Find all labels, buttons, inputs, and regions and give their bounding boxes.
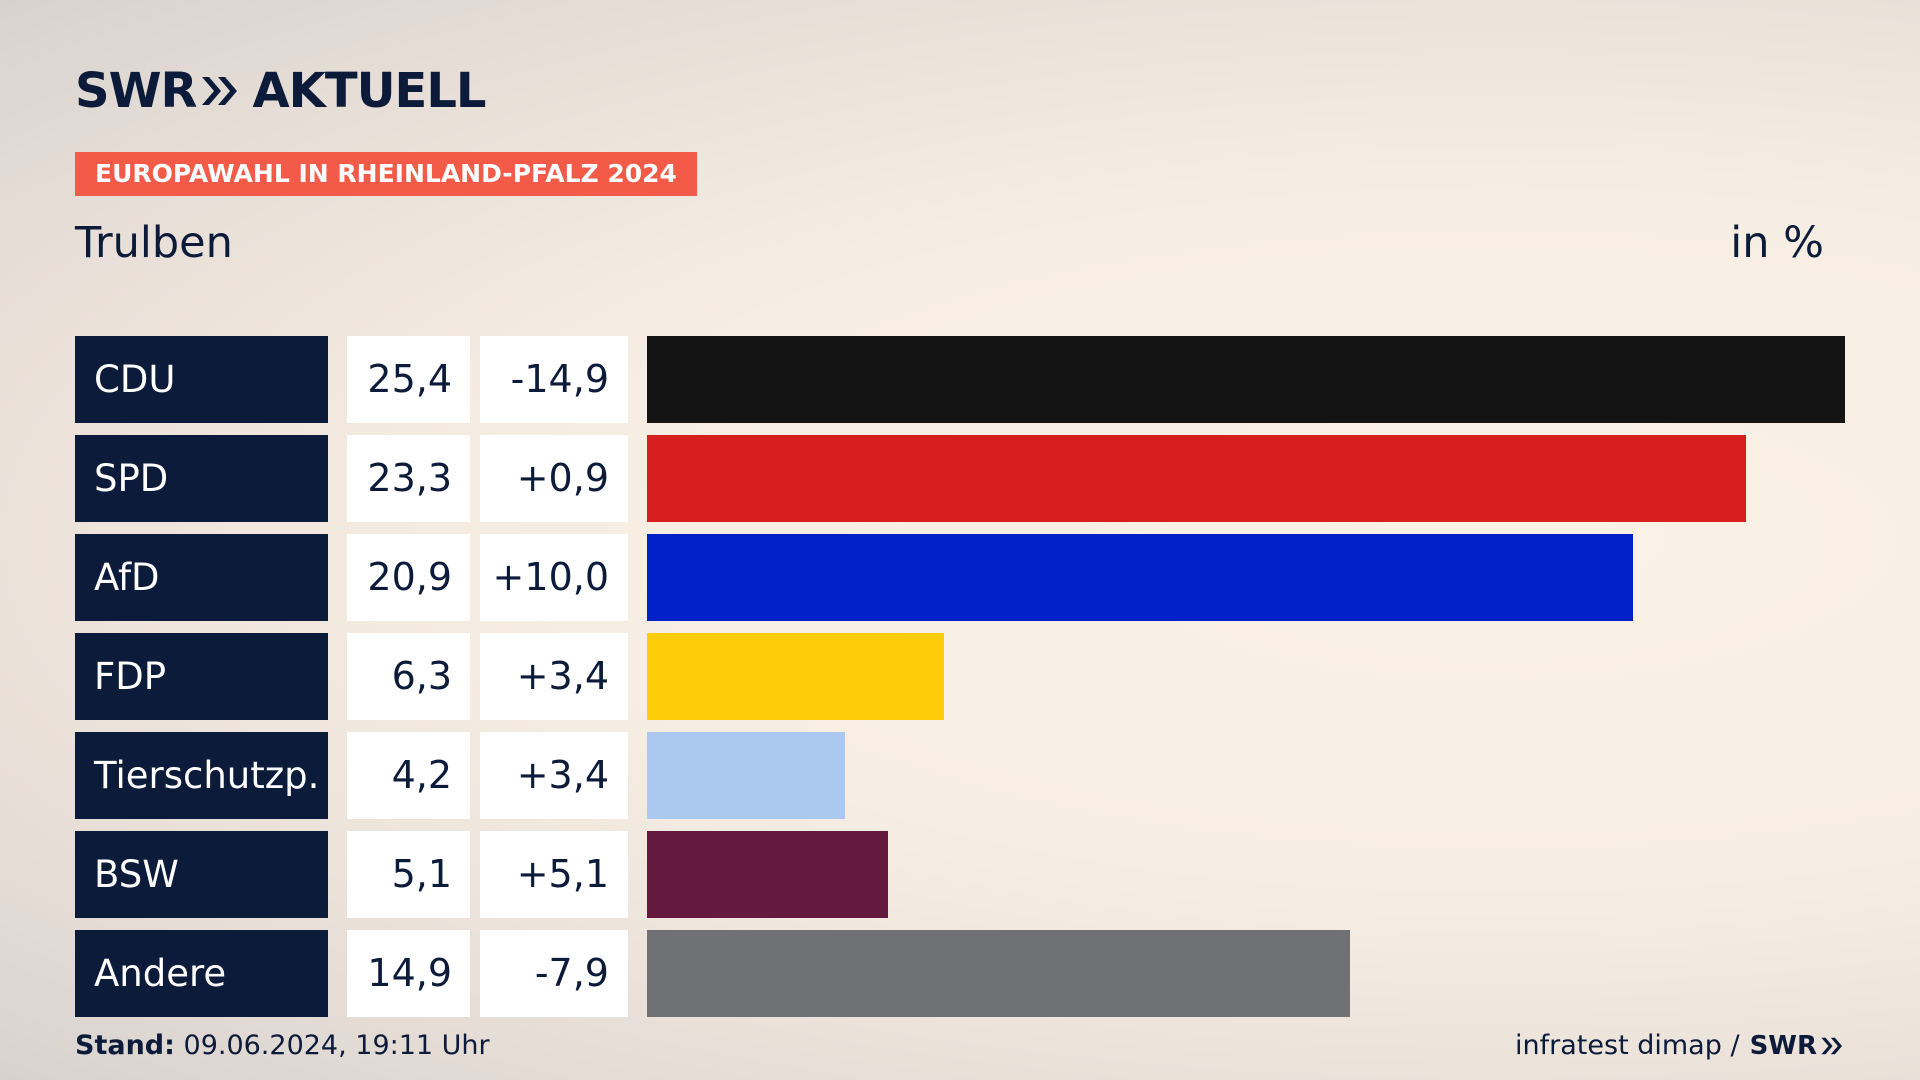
chart-row: FDP 6,3 +3,4: [75, 633, 1845, 720]
swr-aktuell-logo: SWR AKTUELL: [75, 63, 487, 119]
value-label: 14,9: [347, 930, 470, 1017]
logo-swr-text: SWR: [75, 63, 197, 119]
party-label: AfD: [75, 534, 328, 621]
change-label: -14,9: [480, 336, 628, 423]
value-label: 25,4: [347, 336, 470, 423]
chart-row: SPD 23,3 +0,9: [75, 435, 1845, 522]
bar-afd: [647, 534, 1633, 621]
bar-bsw: [647, 831, 888, 918]
value-label: 4,2: [347, 732, 470, 819]
party-label: Andere: [75, 930, 328, 1017]
stand-label: Stand:: [75, 1030, 175, 1061]
party-label: CDU: [75, 336, 328, 423]
logo-aktuell-text: AKTUELL: [252, 63, 486, 119]
unit-label: in %: [1730, 218, 1824, 268]
footer-swr-logo: SWR: [1750, 1031, 1844, 1061]
bar-tierschutzp: [647, 732, 845, 819]
value-label: 23,3: [347, 435, 470, 522]
party-label: BSW: [75, 831, 328, 918]
party-label: SPD: [75, 435, 328, 522]
bar-andere: [647, 930, 1350, 1017]
source-text: infratest dimap /: [1515, 1030, 1740, 1061]
region-title: Trulben: [75, 218, 233, 268]
chart-row: CDU 25,4 -14,9: [75, 336, 1845, 423]
change-label: +5,1: [480, 831, 628, 918]
chart-row: BSW 5,1 +5,1: [75, 831, 1845, 918]
value-label: 20,9: [347, 534, 470, 621]
bar-spd: [647, 435, 1746, 522]
value-label: 5,1: [347, 831, 470, 918]
source-credit: infratest dimap / SWR: [1515, 1030, 1844, 1061]
stand-value: 09.06.2024, 19:11 Uhr: [183, 1030, 490, 1061]
chart-row: Tierschutzp. 4,2 +3,4: [75, 732, 1845, 819]
value-label: 6,3: [347, 633, 470, 720]
party-label: FDP: [75, 633, 328, 720]
footer-logo-text: SWR: [1749, 1030, 1817, 1061]
change-label: +3,4: [480, 732, 628, 819]
footer-chevron-icon: [1821, 1037, 1842, 1054]
change-label: -7,9: [480, 930, 628, 1017]
chart-row: AfD 20,9 +10,0: [75, 534, 1845, 621]
timestamp: Stand: 09.06.2024, 19:11 Uhr: [75, 1030, 490, 1061]
double-chevron-icon: [200, 74, 240, 108]
chart-row: Andere 14,9 -7,9: [75, 930, 1845, 1017]
bar-cdu: [647, 336, 1845, 423]
party-label: Tierschutzp.: [75, 732, 328, 819]
bar-fdp: [647, 633, 944, 720]
change-label: +10,0: [480, 534, 628, 621]
change-label: +3,4: [480, 633, 628, 720]
election-badge: EUROPAWAHL IN RHEINLAND-PFALZ 2024: [75, 152, 697, 196]
change-label: +0,9: [480, 435, 628, 522]
